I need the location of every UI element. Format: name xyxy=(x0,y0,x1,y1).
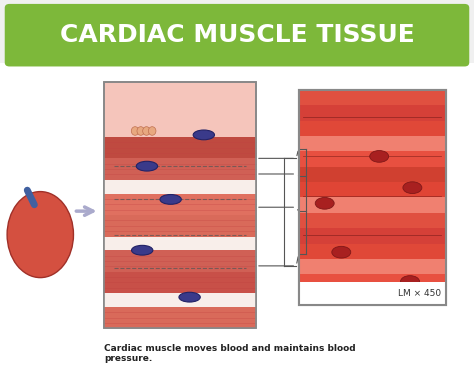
Ellipse shape xyxy=(370,151,389,162)
Bar xyxy=(104,137,256,158)
Ellipse shape xyxy=(131,127,139,135)
Bar xyxy=(104,272,256,293)
Bar xyxy=(299,290,446,305)
Bar xyxy=(299,90,446,305)
Bar xyxy=(299,228,446,244)
Ellipse shape xyxy=(137,127,145,135)
Bar xyxy=(299,136,446,151)
Ellipse shape xyxy=(179,292,200,302)
Bar xyxy=(299,259,446,274)
Ellipse shape xyxy=(143,127,150,135)
Bar xyxy=(299,151,446,167)
Ellipse shape xyxy=(193,130,214,140)
Bar xyxy=(299,105,446,121)
Ellipse shape xyxy=(401,276,419,287)
Bar xyxy=(104,237,256,250)
Bar xyxy=(104,82,256,328)
Bar xyxy=(104,194,256,215)
Text: Cardiac muscle moves blood and maintains blood
pressure.: Cardiac muscle moves blood and maintains… xyxy=(104,344,356,364)
Bar xyxy=(299,167,446,182)
Ellipse shape xyxy=(148,127,156,135)
Bar xyxy=(299,121,446,136)
Bar xyxy=(299,90,446,105)
Bar xyxy=(299,244,446,259)
Text: CARDIAC MUSCLE TISSUE: CARDIAC MUSCLE TISSUE xyxy=(60,23,414,47)
Ellipse shape xyxy=(315,197,334,209)
Bar xyxy=(299,197,446,213)
Bar xyxy=(104,250,256,272)
Bar xyxy=(104,180,256,194)
Bar xyxy=(299,274,446,290)
Bar xyxy=(104,158,256,180)
Ellipse shape xyxy=(403,182,422,194)
Bar xyxy=(299,282,446,305)
Ellipse shape xyxy=(160,194,181,204)
Bar xyxy=(104,293,256,307)
Ellipse shape xyxy=(7,192,73,278)
Bar xyxy=(104,215,256,237)
Ellipse shape xyxy=(332,246,351,258)
Text: LM × 450: LM × 450 xyxy=(398,289,441,298)
Bar xyxy=(104,307,256,328)
Bar xyxy=(104,82,256,328)
Bar xyxy=(299,90,446,305)
Ellipse shape xyxy=(131,246,153,255)
Bar xyxy=(0,63,474,391)
Ellipse shape xyxy=(137,161,157,171)
Bar xyxy=(299,182,446,197)
FancyBboxPatch shape xyxy=(5,4,469,66)
FancyArrowPatch shape xyxy=(27,190,34,205)
Bar xyxy=(299,213,446,228)
